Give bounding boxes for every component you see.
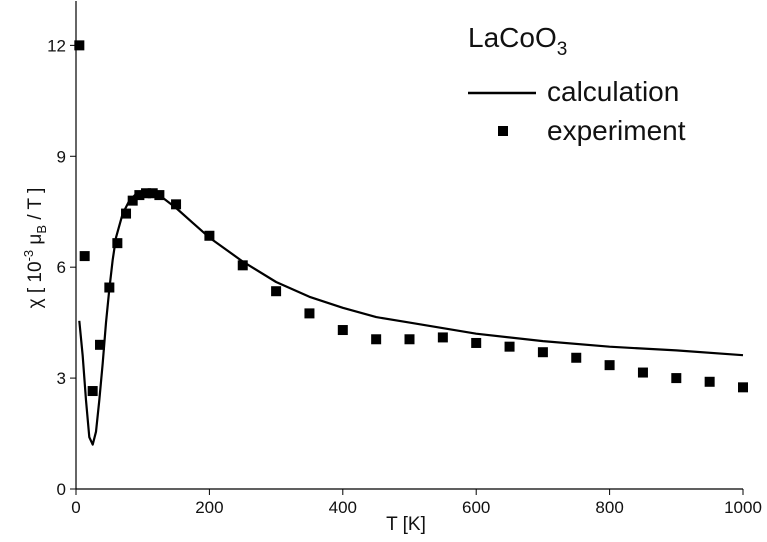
legend-title-subscript: 3 <box>557 39 568 60</box>
x-tick-label-2: 400 <box>329 498 357 517</box>
plot-frame <box>75 1 743 490</box>
data-point-experiment-7 <box>127 195 138 206</box>
data-point-experiment-3 <box>95 339 106 350</box>
legend-marker-sample <box>498 126 508 136</box>
data-point-experiment-19 <box>404 334 415 345</box>
legend: LaCoO3 calculation experiment <box>468 22 686 146</box>
series-layer <box>74 40 748 446</box>
data-point-experiment-18 <box>371 334 382 345</box>
x-tick-label-5: 1000 <box>724 498 762 517</box>
data-point-experiment-28 <box>704 376 715 387</box>
y-tick-label-1: 3 <box>57 369 66 388</box>
y-axis-label: χ [ 10-3 μB / T ] <box>21 188 49 309</box>
data-point-experiment-26 <box>637 367 648 378</box>
data-point-experiment-27 <box>671 373 682 384</box>
data-point-experiment-9 <box>141 188 152 199</box>
legend-item-calculation: calculation <box>547 76 679 107</box>
data-point-experiment-22 <box>504 341 515 352</box>
data-point-experiment-25 <box>604 360 615 371</box>
data-point-experiment-4 <box>104 282 115 293</box>
series-line-calculation <box>78 190 744 446</box>
data-point-experiment-16 <box>304 308 315 319</box>
y-label-mu: μ <box>25 234 46 250</box>
y-tick-label-0: 0 <box>57 480 66 499</box>
x-axis-label: T [K] <box>386 514 426 535</box>
y-tick-label-4: 12 <box>47 36 66 55</box>
data-point-experiment-8 <box>134 190 145 201</box>
data-point-experiment-20 <box>437 332 448 343</box>
data-point-experiment-17 <box>337 325 348 336</box>
y-label-prefix: χ [ 10 <box>25 261 46 308</box>
data-point-experiment-12 <box>171 199 182 210</box>
data-point-experiment-21 <box>471 337 482 348</box>
data-point-experiment-0 <box>74 40 85 51</box>
y-tick-label-2: 6 <box>57 258 66 277</box>
data-point-experiment-6 <box>121 208 132 219</box>
data-point-experiment-10 <box>147 188 158 199</box>
data-point-experiment-11 <box>154 190 165 201</box>
y-label-superscript: -3 <box>21 250 36 262</box>
data-point-experiment-14 <box>237 260 248 271</box>
x-tick-label-1: 200 <box>195 498 223 517</box>
legend-item-experiment: experiment <box>547 115 686 146</box>
data-point-experiment-23 <box>537 347 548 358</box>
data-point-experiment-15 <box>271 286 282 297</box>
data-point-experiment-1 <box>79 251 90 262</box>
y-tick-label-3: 9 <box>57 147 66 166</box>
data-point-experiment-5 <box>112 238 123 249</box>
y-label-suffix: / T ] <box>25 188 46 225</box>
data-point-experiment-24 <box>571 352 582 363</box>
y-label-subscript: B <box>34 225 49 234</box>
x-tick-label-4: 800 <box>595 498 623 517</box>
ticks: 0 200 400 600 800 1000 0 3 6 9 12 <box>47 36 762 517</box>
data-point-experiment-13 <box>204 230 215 241</box>
y-axis-label-text: χ [ 10-3 μB / T ] <box>21 188 49 309</box>
x-tick-label-0: 0 <box>71 498 80 517</box>
x-tick-label-3: 600 <box>462 498 490 517</box>
legend-title-main: LaCoO <box>468 22 557 53</box>
legend-title: LaCoO3 <box>468 22 567 60</box>
data-point-experiment-2 <box>87 386 98 397</box>
data-point-experiment-29 <box>738 382 748 393</box>
